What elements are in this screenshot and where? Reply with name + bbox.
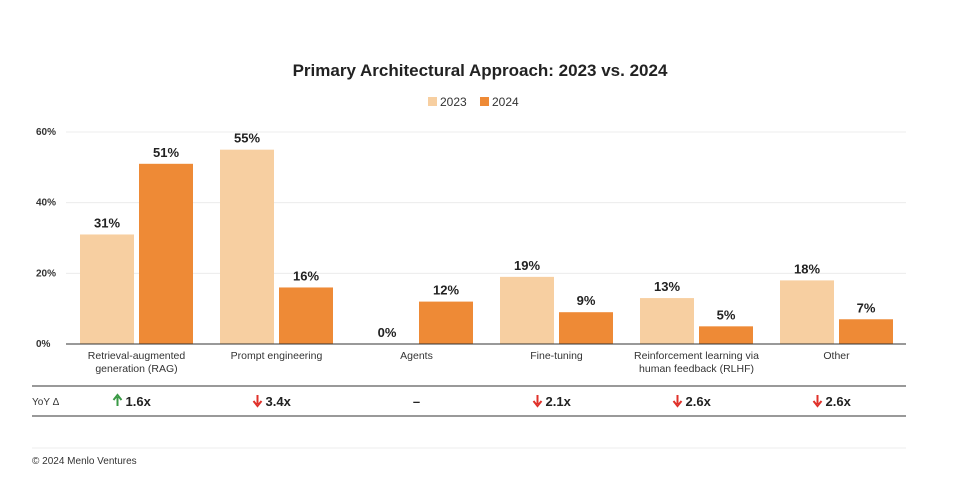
yoy-arrow-down-head-icon-3 [532,400,543,408]
yoy-value-4: 2.6x [686,394,712,409]
data-label-2023-0: 31% [94,215,120,230]
x-category-label-4-1: human feedback (RLHF) [639,363,754,375]
yoy-value-5: 2.6x [826,394,852,409]
bar-2024-0 [139,163,193,344]
yoy-value-3: 2.1x [546,394,572,409]
data-label-2024-2: 12% [433,283,459,298]
yoy-arrow-down-head-icon-4 [672,400,683,408]
legend-label-2023: 2023 [440,95,467,109]
bar-2023-3 [500,276,554,344]
yoy-value-0: 1.6x [126,394,152,409]
data-label-2024-3: 9% [577,293,596,308]
bar-2023-1 [220,149,274,344]
y-tick-label-0: 0% [36,339,51,350]
data-label-2024-0: 51% [153,145,179,160]
data-label-2024-4: 5% [717,307,736,322]
bar-2024-3 [559,312,613,344]
legend-swatch-2024 [480,97,489,106]
x-category-label-5-0: Other [823,350,850,362]
data-label-2023-5: 18% [794,261,820,276]
data-label-2023-1: 55% [234,131,260,146]
legend-label-2024: 2024 [492,95,519,109]
x-category-label-4-0: Reinforcement learning via [634,350,759,362]
data-label-2023-2: 0% [378,325,397,340]
bar-2024-4 [699,326,753,344]
x-category-label-2-0: Agents [400,350,433,362]
bar-2023-4 [640,298,694,344]
yoy-arrow-up-head-icon-0 [112,393,123,401]
bar-2023-5 [780,280,834,344]
yoy-value-2: – [413,394,420,409]
data-label-2023-4: 13% [654,279,680,294]
x-category-label-0-0: Retrieval-augmented [88,350,186,362]
x-category-label-3-0: Fine-tuning [530,350,583,362]
x-category-label-0-1: generation (RAG) [95,363,177,375]
y-tick-label-20: 20% [36,268,56,279]
chart-title: Primary Architectural Approach: 2023 vs.… [293,61,668,80]
yoy-arrow-down-head-icon-1 [252,400,263,408]
data-label-2024-1: 16% [293,268,319,283]
yoy-value-1: 3.4x [266,394,292,409]
y-tick-label-60: 60% [36,127,56,138]
copyright-credit: © 2024 Menlo Ventures [32,456,137,467]
legend-swatch-2023 [428,97,437,106]
x-category-label-1-0: Prompt engineering [231,350,323,362]
yoy-arrow-down-head-icon-5 [812,400,823,408]
yoy-row-label: YoY Δ [32,397,60,408]
y-tick-label-40: 40% [36,198,56,209]
data-label-2023-3: 19% [514,258,540,273]
bar-2024-2 [419,301,473,344]
data-label-2024-5: 7% [857,300,876,315]
bar-2024-1 [279,287,333,344]
bar-2024-5 [839,319,893,344]
bar-2023-0 [80,234,134,344]
